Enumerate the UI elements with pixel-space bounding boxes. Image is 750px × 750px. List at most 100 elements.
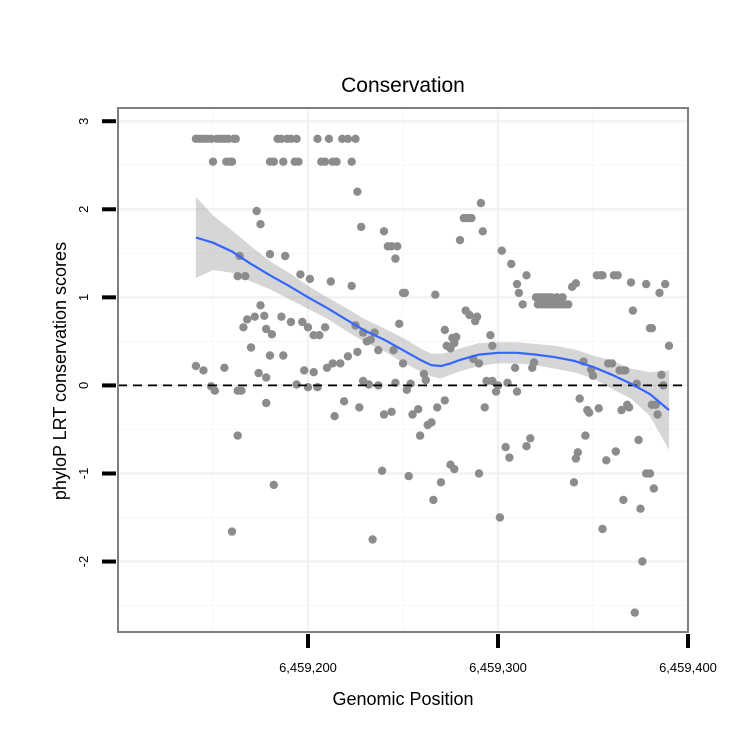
data-point — [474, 359, 484, 368]
data-point — [501, 442, 510, 452]
data-point — [497, 246, 506, 255]
data-point — [364, 380, 373, 389]
data-point — [664, 341, 674, 350]
data-point — [649, 484, 658, 493]
data-point — [522, 442, 531, 451]
y-tick-label: -2 — [76, 556, 91, 568]
data-point — [642, 279, 651, 289]
data-point — [256, 301, 265, 310]
data-point — [638, 557, 647, 566]
data-point — [440, 325, 449, 335]
y-tick-label: 2 — [76, 206, 91, 213]
data-point — [398, 359, 408, 368]
data-point — [292, 380, 301, 389]
data-point — [594, 404, 603, 413]
x-axis-label: Genomic Position — [332, 689, 473, 709]
data-point — [330, 412, 339, 421]
data-point — [377, 466, 387, 475]
data-point — [661, 279, 670, 289]
data-point — [265, 351, 275, 360]
data-point — [588, 371, 598, 380]
data-point — [267, 330, 277, 339]
plot-panel — [117, 107, 690, 633]
data-point — [488, 341, 497, 350]
data-point — [440, 396, 449, 405]
data-point — [343, 352, 353, 361]
x-tick-label: 6,459,300 — [469, 660, 527, 675]
x-tick-label: 6,459,400 — [659, 660, 717, 675]
data-point — [455, 235, 465, 245]
data-point — [522, 271, 531, 280]
data-point — [624, 403, 634, 412]
data-point — [339, 397, 349, 406]
data-point — [279, 157, 288, 166]
data-point — [602, 456, 611, 465]
data-point — [621, 366, 630, 375]
data-point — [353, 347, 362, 357]
data-point — [233, 272, 242, 281]
data-point — [303, 323, 313, 332]
data-point — [414, 405, 423, 414]
data-point — [199, 366, 208, 375]
data-point — [598, 524, 607, 534]
data-point — [581, 431, 590, 440]
data-point — [231, 134, 240, 143]
data-point — [436, 478, 446, 487]
data-point — [607, 359, 617, 368]
data-point — [474, 469, 484, 478]
data-point — [619, 495, 628, 505]
data-point — [505, 453, 514, 462]
data-point — [355, 403, 364, 412]
data-point — [208, 157, 218, 166]
data-point — [628, 306, 638, 315]
data-point — [647, 324, 657, 333]
data-point — [366, 335, 375, 344]
data-point — [292, 134, 301, 143]
data-point — [279, 351, 288, 360]
y-axis-ticks: -2 -1 0 1 2 3 — [76, 118, 116, 568]
data-point — [281, 251, 290, 261]
data-point — [617, 405, 626, 415]
data-point — [368, 535, 377, 544]
data-point — [512, 279, 522, 289]
data-point — [294, 157, 303, 166]
data-point — [241, 272, 250, 281]
data-point — [598, 271, 607, 280]
data-point — [630, 608, 639, 617]
data-point — [298, 317, 307, 327]
data-point — [262, 373, 271, 382]
data-point — [395, 319, 404, 328]
data-point — [233, 431, 242, 440]
data-point — [313, 134, 322, 143]
data-point — [389, 346, 398, 355]
y-tick-label: 1 — [76, 294, 91, 301]
data-point — [393, 242, 402, 251]
data-point — [309, 368, 318, 377]
data-point — [529, 358, 539, 367]
data-point — [391, 254, 400, 263]
data-point — [315, 331, 324, 340]
data-point — [611, 447, 620, 456]
data-point — [569, 478, 579, 487]
data-point — [320, 157, 330, 166]
data-point — [472, 312, 482, 321]
data-point — [305, 274, 315, 284]
data-point — [227, 527, 237, 536]
data-point — [452, 332, 461, 342]
data-point — [486, 331, 495, 340]
data-point — [571, 279, 581, 288]
data-point — [613, 271, 622, 280]
y-tick-label: 0 — [76, 382, 91, 389]
data-point — [585, 408, 594, 417]
data-point — [387, 407, 396, 416]
data-point — [265, 250, 275, 259]
data-point — [286, 317, 296, 327]
y-axis-label: phyloP LRT conservation scores — [50, 242, 70, 500]
data-point — [450, 464, 459, 474]
data-point — [512, 387, 522, 396]
data-point — [246, 343, 256, 352]
data-point — [518, 300, 527, 309]
data-point — [328, 359, 337, 368]
data-point — [488, 376, 497, 386]
data-point — [467, 213, 476, 223]
